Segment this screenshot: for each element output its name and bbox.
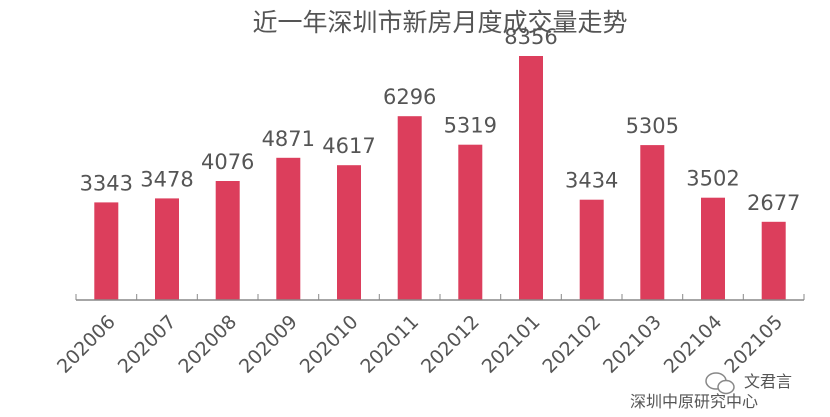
- bars-group: [94, 56, 786, 300]
- bar-202007: [155, 198, 179, 300]
- value-label-202012: 5319: [444, 114, 497, 138]
- x-tick-label-202006: 202006: [53, 311, 120, 378]
- value-label-202102: 3434: [565, 169, 618, 193]
- bar-202101: [519, 56, 543, 300]
- bar-202011: [397, 116, 422, 300]
- x-tick-label-202009: 202009: [235, 311, 302, 378]
- bar-202103: [640, 145, 665, 300]
- x-ticks-group: [75, 294, 805, 300]
- value-label-202008: 4076: [201, 150, 254, 174]
- x-tick-label-202104: 202104: [660, 311, 727, 378]
- x-tick-label-202102: 202102: [538, 311, 605, 378]
- value-labels-group: 3343 3478 4076 4871 4617 6296 5319 8356 3434 5305…: [80, 25, 801, 215]
- bar-202008: [215, 181, 240, 300]
- value-label-202007: 3478: [140, 167, 193, 191]
- bar-202006: [94, 202, 119, 300]
- wechat-name: 文君言: [744, 372, 792, 391]
- x-tick-labels-group: 2020062020072020082020092020102020112020…: [53, 311, 787, 378]
- value-label-202105: 2677: [747, 191, 800, 215]
- x-tick-label-202101: 202101: [478, 311, 545, 378]
- bar-202010: [337, 165, 361, 300]
- x-tick-label-202011: 202011: [356, 311, 423, 378]
- chart-title: 近一年深圳市新房月度成交量走势: [252, 8, 627, 37]
- source-watermark: 深圳中原研究中心: [630, 392, 758, 411]
- value-label-202103: 5305: [626, 114, 679, 138]
- value-label-202104: 3502: [686, 167, 739, 191]
- x-tick-label-202010: 202010: [296, 311, 363, 378]
- x-tick-label-202008: 202008: [174, 311, 241, 378]
- bar-202009: [276, 157, 301, 300]
- x-tick-label-202007: 202007: [114, 311, 181, 378]
- bar-202104: [701, 197, 725, 300]
- value-label-202010: 4617: [322, 134, 375, 158]
- value-label-202011: 6296: [383, 85, 436, 109]
- wechat-watermark: 文君言 深圳中原研究中心: [630, 372, 792, 411]
- bar-202012: [458, 144, 483, 300]
- x-tick-label-202012: 202012: [417, 311, 484, 378]
- x-tick-label-202105: 202105: [720, 311, 787, 378]
- value-label-202101: 8356: [504, 25, 557, 49]
- value-label-202006: 3343: [80, 171, 133, 195]
- bar-202102: [579, 199, 604, 300]
- x-tick-label-202103: 202103: [599, 311, 666, 378]
- wechat-icon: [705, 372, 735, 395]
- value-label-202009: 4871: [262, 127, 315, 151]
- bar-202105: [761, 221, 786, 300]
